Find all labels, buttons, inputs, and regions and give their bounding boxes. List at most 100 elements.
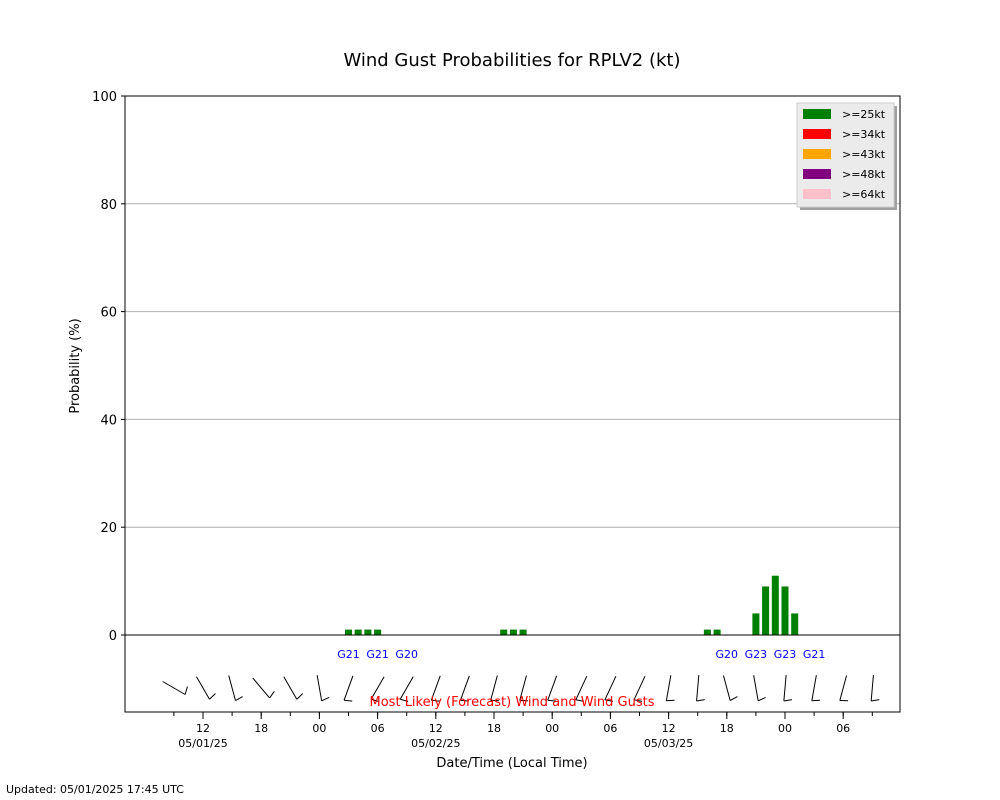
grid-lines — [125, 203, 900, 528]
x-tick-label: 06 — [836, 722, 850, 735]
bar — [762, 586, 770, 635]
legend-label: >=25kt — [842, 108, 886, 121]
wind-barb-flag — [269, 690, 275, 699]
legend-swatch — [803, 109, 831, 119]
wind-barb-flag — [209, 693, 216, 700]
wind-barb-flag — [696, 699, 705, 702]
wind-barb — [283, 676, 298, 700]
bar — [781, 586, 789, 635]
x-date-label: 05/01/25 — [178, 737, 227, 750]
wind-barb-flag — [575, 699, 584, 702]
x-tick-label: 06 — [603, 722, 617, 735]
wind-barb-flag — [871, 699, 880, 702]
wind-barb — [519, 675, 527, 701]
plot-frame — [124, 95, 901, 713]
wind-barb — [547, 675, 558, 701]
gust-label: G21 — [337, 648, 360, 661]
legend-swatch — [803, 169, 831, 179]
wind-barb-flag — [400, 698, 409, 703]
gust-label: G20 — [395, 648, 418, 661]
x-tick-label: 00 — [312, 722, 326, 735]
legend: >=25kt >=34kt >=43kt >=48kt >=64kt — [796, 102, 897, 210]
bar — [519, 629, 527, 635]
bar — [374, 629, 382, 635]
wind-barb — [783, 675, 787, 701]
wind-barb — [228, 675, 236, 701]
wind-barb — [459, 675, 470, 701]
wind-barb-flag — [235, 696, 243, 701]
x-tick-label: 12 — [662, 722, 676, 735]
y-axis-label: Probability (%) — [68, 318, 83, 413]
x-axis-label: Date/Time (Local Time) — [436, 756, 587, 771]
wind-barb-flag — [757, 696, 766, 702]
y-tick-label: 60 — [100, 306, 117, 321]
wind-barb-flag — [783, 699, 793, 702]
wind-barb-flag — [296, 693, 304, 700]
wind-barb — [399, 676, 414, 700]
wind-barb-flag — [604, 699, 614, 702]
wind-barb-flag — [460, 699, 469, 702]
wind-barb — [696, 675, 700, 701]
legend-swatch — [803, 189, 831, 199]
wind-barb — [575, 676, 588, 700]
wind-barb — [370, 676, 385, 700]
x-tick-label: 00 — [778, 722, 792, 735]
wind-barb — [633, 676, 646, 700]
bar — [703, 629, 711, 635]
wind-panel: G21 G21 G20 G20 G23 G23 G21 — [162, 648, 880, 703]
bar — [752, 613, 760, 635]
wind-barb — [665, 675, 672, 701]
legend-swatch — [803, 129, 831, 139]
gust-label: G23 — [774, 648, 797, 661]
wind-barb — [490, 675, 498, 701]
bar — [500, 629, 508, 635]
wind-barb-flag — [729, 696, 738, 701]
wind-barb — [343, 675, 354, 701]
wind-barb — [196, 676, 210, 700]
legend-label: >=34kt — [842, 128, 886, 141]
legend-label: >=64kt — [842, 188, 886, 201]
wind-barb — [162, 681, 186, 695]
wind-barb — [604, 676, 617, 700]
gust-label: G20 — [716, 648, 739, 661]
gust-label: G23 — [745, 648, 768, 661]
wind-barb — [870, 675, 874, 701]
y-tick-label: 80 — [100, 198, 117, 213]
x-tick-label: 12 — [429, 722, 443, 735]
wind-barbs-title: Most Likely (Forecast) Wind and Wind Gus… — [370, 695, 655, 710]
wind-barb — [839, 675, 848, 701]
wind-barb-flag — [633, 699, 643, 702]
legend-swatch — [803, 149, 831, 159]
wind-barb — [252, 677, 270, 699]
x-tick-label: 12 — [196, 722, 210, 735]
bar — [364, 629, 372, 635]
bar — [345, 629, 352, 635]
x-axis: 12 05/01/25 18 00 06 12 05/02/25 18 00 06 12 05/03/… — [173, 712, 873, 750]
wind-barb — [811, 675, 817, 701]
bar — [509, 629, 517, 635]
wind-barb-flag — [431, 699, 440, 702]
y-axis: 0 20 40 60 80 100 — [92, 90, 125, 644]
bar — [791, 613, 799, 635]
bars-group — [345, 575, 799, 635]
bar — [354, 629, 362, 635]
x-tick-label: 18 — [487, 722, 501, 735]
x-tick-label: 18 — [720, 722, 734, 735]
y-tick-label: 0 — [109, 629, 117, 644]
wind-barb-flag — [344, 699, 353, 702]
wind-barb — [722, 675, 731, 701]
legend-label: >=48kt — [842, 168, 886, 181]
updated-timestamp: Updated: 05/01/2025 17:45 UTC — [6, 783, 184, 796]
x-tick-label: 18 — [254, 722, 268, 735]
wind-barb-flag — [811, 699, 821, 702]
x-tick-label: 00 — [545, 722, 559, 735]
chart-title: Wind Gust Probabilities for RPLV2 (kt) — [343, 50, 680, 71]
wind-barb-flag — [547, 699, 557, 702]
y-tick-label: 100 — [92, 90, 117, 105]
legend-label: >=43kt — [842, 148, 886, 161]
wind-barb-flag — [666, 699, 675, 702]
gust-label: G21 — [366, 648, 389, 661]
bar — [771, 575, 779, 635]
wind-barb-flag — [321, 696, 330, 702]
